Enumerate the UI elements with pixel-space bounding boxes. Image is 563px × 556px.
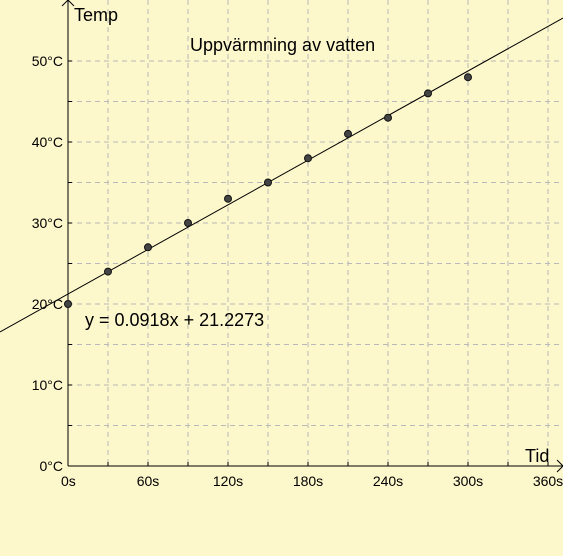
data-point bbox=[384, 113, 392, 122]
x-tick-label: 300s bbox=[453, 473, 483, 489]
data-point bbox=[224, 194, 232, 203]
y-axis-arrow bbox=[61, 0, 75, 7]
y-axis-label: Temp bbox=[74, 5, 118, 25]
y-tick-label: 40°C bbox=[32, 134, 63, 150]
y-tick-label: 30°C bbox=[32, 215, 63, 231]
ticks: 0s 60s 120s 180s 240s 300s 360s 0°C 10°C 20°C 30°C… bbox=[32, 53, 563, 489]
data-point bbox=[64, 300, 72, 308]
data-point bbox=[464, 73, 472, 82]
trendline-layer bbox=[0, 17, 563, 333]
data-point bbox=[304, 154, 312, 163]
x-axis-arrow bbox=[556, 459, 563, 473]
trendline bbox=[0, 17, 563, 333]
data-point bbox=[104, 267, 112, 276]
x-tick-label: 60s bbox=[137, 473, 160, 489]
grid bbox=[68, 0, 563, 466]
data-points bbox=[64, 73, 472, 308]
data-point bbox=[184, 219, 192, 227]
y-tick-label: 20°C bbox=[32, 296, 63, 312]
y-tick-label: 10°C bbox=[32, 377, 63, 393]
axes bbox=[61, 0, 563, 473]
data-point bbox=[264, 178, 272, 187]
chart-title: Uppvärmning av vatten bbox=[190, 35, 375, 55]
x-tick-label: 0s bbox=[61, 473, 76, 489]
x-tick-label: 180s bbox=[293, 473, 323, 489]
x-tick-label: 120s bbox=[213, 473, 243, 489]
x-tick-label: 240s bbox=[373, 473, 403, 489]
x-tick-label: 360s bbox=[533, 473, 563, 489]
x-axis-label: Tid bbox=[525, 446, 549, 466]
y-tick-label: 0°C bbox=[40, 458, 64, 474]
trendline-equation: y = 0.0918x + 21.2273 bbox=[85, 310, 264, 330]
data-point bbox=[424, 89, 432, 98]
y-tick-label: 50°C bbox=[32, 53, 63, 69]
data-point bbox=[344, 129, 352, 138]
data-point bbox=[144, 243, 152, 252]
